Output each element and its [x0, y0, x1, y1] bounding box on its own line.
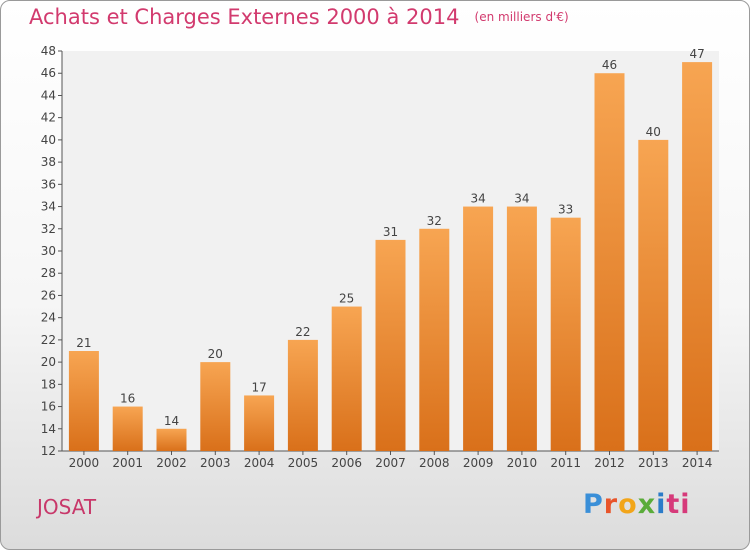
bar-value-label: 34 [514, 192, 529, 206]
bar [550, 217, 581, 451]
bar-value-label: 21 [76, 336, 91, 350]
proxiti-logo[interactable]: Proxiti [583, 489, 691, 520]
bar-value-label: 40 [646, 125, 661, 139]
y-tick-label: 46 [41, 66, 56, 80]
chart-unit: (en milliers d'€) [474, 10, 569, 24]
x-tick-label: 2003 [200, 456, 231, 470]
y-tick-label: 44 [41, 88, 56, 102]
bar-value-label: 14 [164, 414, 179, 428]
bar [244, 395, 275, 451]
x-tick-label: 2012 [594, 456, 625, 470]
bar [419, 228, 450, 451]
bar [506, 206, 537, 451]
x-tick-label: 2002 [156, 456, 187, 470]
bar [200, 362, 231, 451]
y-tick-label: 40 [41, 133, 56, 147]
commune-name: JOSAT [37, 495, 97, 519]
y-tick-label: 20 [41, 355, 56, 369]
y-tick-label: 34 [41, 200, 56, 214]
bar [68, 351, 99, 451]
x-tick-label: 2006 [331, 456, 362, 470]
x-tick-label: 2005 [288, 456, 319, 470]
y-tick-label: 14 [41, 422, 56, 436]
y-tick-label: 42 [41, 111, 56, 125]
bar-value-label: 16 [120, 392, 135, 406]
bar [682, 62, 713, 451]
bar-value-label: 47 [689, 47, 704, 61]
bar [287, 339, 318, 451]
x-tick-label: 2000 [69, 456, 100, 470]
bar [375, 239, 406, 451]
logo-letter: i [656, 489, 667, 520]
y-tick-label: 48 [41, 44, 56, 58]
y-tick-label: 22 [41, 333, 56, 347]
x-tick-label: 2004 [244, 456, 275, 470]
logo-letter: r [603, 489, 619, 520]
bar-value-label: 17 [251, 380, 266, 394]
bar-value-label: 25 [339, 292, 354, 306]
chart-title: Achats et Charges Externes 2000 à 2014 [29, 5, 460, 29]
x-tick-label: 2014 [682, 456, 713, 470]
x-tick-label: 2013 [638, 456, 669, 470]
y-tick-label: 28 [41, 266, 56, 280]
bar-value-label: 34 [470, 192, 485, 206]
bar-value-label: 33 [558, 203, 573, 217]
y-tick-label: 18 [41, 377, 56, 391]
bar-value-label: 46 [602, 58, 617, 72]
logo-letter: o [618, 489, 638, 520]
bar-value-label: 31 [383, 225, 398, 239]
x-tick-label: 2007 [375, 456, 406, 470]
y-tick-label: 16 [41, 400, 56, 414]
x-tick-label: 2001 [112, 456, 143, 470]
y-tick-label: 38 [41, 155, 56, 169]
bar-value-label: 22 [295, 325, 310, 339]
bar [638, 139, 669, 451]
y-tick-label: 24 [41, 311, 56, 325]
logo-letter: ti [666, 489, 691, 520]
x-tick-label: 2010 [507, 456, 538, 470]
x-tick-label: 2011 [550, 456, 581, 470]
logo-letter: x [637, 489, 657, 520]
y-tick-label: 32 [41, 222, 56, 236]
bar-value-label: 32 [427, 214, 442, 228]
bar-value-label: 20 [208, 347, 223, 361]
bar [112, 406, 143, 451]
bar [463, 206, 494, 451]
y-tick-label: 26 [41, 288, 56, 302]
y-tick-label: 30 [41, 244, 56, 258]
x-tick-label: 2009 [463, 456, 494, 470]
y-tick-label: 12 [41, 444, 56, 458]
y-tick-label: 36 [41, 177, 56, 191]
x-tick-label: 2008 [419, 456, 450, 470]
chart-header: Achats et Charges Externes 2000 à 2014 (… [29, 5, 569, 29]
bar [156, 428, 187, 451]
bar [331, 306, 362, 451]
bar [594, 73, 625, 451]
logo-letter: P [583, 489, 604, 520]
